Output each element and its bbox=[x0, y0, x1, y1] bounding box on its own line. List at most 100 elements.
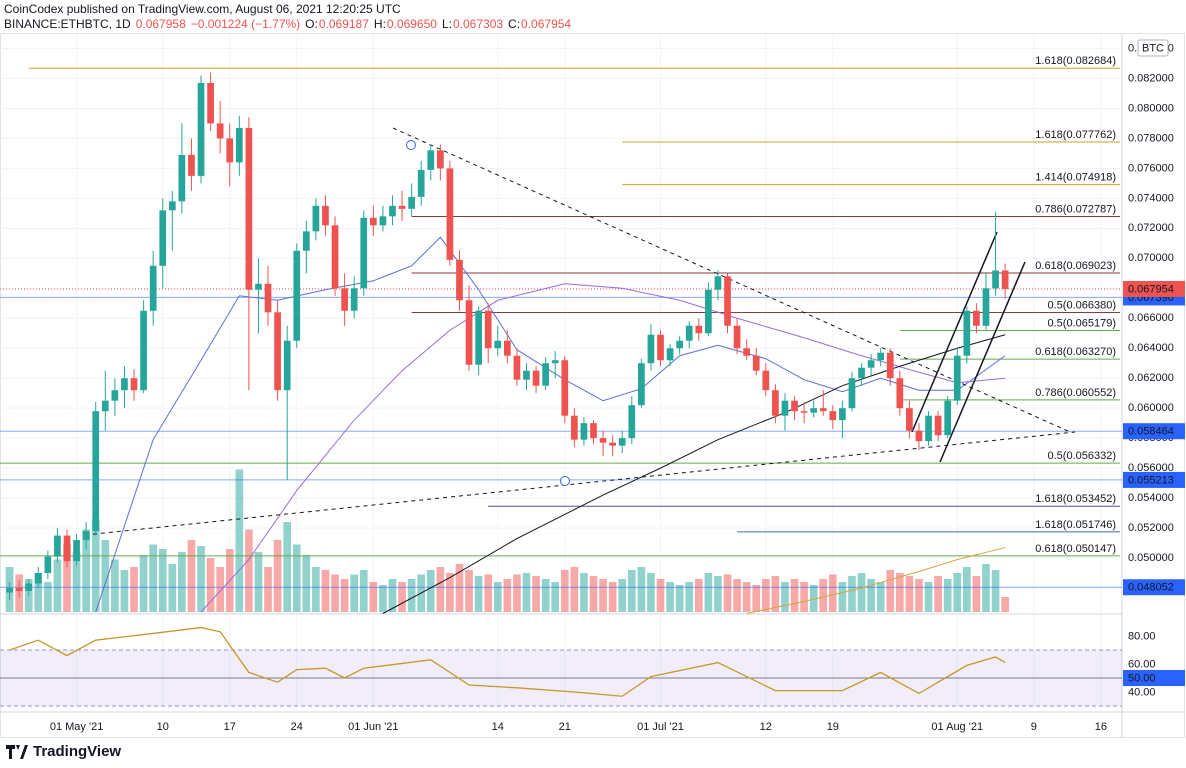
volume-bar bbox=[1001, 597, 1009, 612]
candle-body bbox=[705, 289, 712, 334]
change: −0.001224 (−1.77%) bbox=[190, 17, 301, 31]
x-tick-label: 01 Jun '21 bbox=[348, 721, 398, 733]
candle-body bbox=[398, 205, 406, 209]
rsi-tick-label: 40.00 bbox=[1128, 686, 1156, 698]
candle-body bbox=[408, 196, 415, 209]
volume-bar bbox=[608, 582, 617, 612]
candle-body bbox=[140, 310, 147, 391]
volume-bar bbox=[618, 579, 627, 612]
volume-bar bbox=[848, 576, 856, 612]
candle-body bbox=[44, 556, 52, 574]
volume-bar bbox=[953, 573, 962, 612]
candle-body bbox=[886, 352, 894, 379]
candle-body bbox=[6, 588, 13, 593]
price-tag bbox=[1123, 579, 1185, 596]
candle-body bbox=[609, 442, 616, 446]
candle-body bbox=[810, 408, 818, 413]
volume-bar bbox=[915, 579, 923, 612]
ohlc-key: L: bbox=[441, 17, 452, 31]
candle-body bbox=[781, 400, 789, 416]
price-tag-label: 0.058464 bbox=[1128, 426, 1174, 438]
candle-body bbox=[666, 348, 674, 361]
channel-line bbox=[939, 261, 1026, 463]
volume-bar bbox=[560, 570, 569, 612]
volume-bar bbox=[139, 555, 148, 612]
channel-line bbox=[911, 231, 998, 433]
symbol: BINANCE:ETHBTC, 1D bbox=[4, 17, 131, 31]
fib-label: 0.5(0.065179) bbox=[1048, 317, 1117, 329]
volume-bar bbox=[943, 579, 952, 612]
fib-label: 0.786(0.060552) bbox=[1035, 387, 1116, 399]
volume-bar bbox=[723, 574, 732, 612]
volume-bar bbox=[876, 582, 885, 612]
candle-body bbox=[762, 370, 770, 391]
candle-body bbox=[532, 370, 540, 386]
fib-label: 1.618(0.051746) bbox=[1035, 519, 1116, 531]
candle-body bbox=[906, 408, 913, 431]
ohlc-value: 0.069187 bbox=[318, 17, 369, 31]
candle-body bbox=[264, 283, 272, 313]
volume-bar bbox=[321, 570, 330, 612]
volume-bar bbox=[149, 544, 157, 612]
fib-label: 0.618(0.063270) bbox=[1035, 346, 1116, 358]
candle-body bbox=[15, 588, 23, 592]
y-tick-label: 0.074000 bbox=[1128, 192, 1174, 204]
symbol-line: BINANCE:ETHBTC, 1D 0.067958 −0.001224 (−1.… bbox=[4, 17, 581, 32]
candle-body bbox=[724, 276, 731, 326]
volume-bar bbox=[819, 579, 828, 612]
trendline bbox=[84, 431, 1076, 536]
volume-bar bbox=[905, 576, 914, 612]
volume-bar bbox=[292, 544, 301, 612]
candle-body bbox=[791, 400, 798, 412]
volume-bar bbox=[407, 579, 416, 612]
candle-body bbox=[657, 334, 664, 361]
candle-body bbox=[341, 288, 348, 311]
candle-body bbox=[896, 378, 904, 409]
volume-bar bbox=[111, 559, 119, 612]
fib-label: 1.618(0.082684) bbox=[1035, 55, 1116, 67]
volume-bar bbox=[168, 564, 177, 612]
volume-bar bbox=[493, 582, 502, 612]
volume-bar bbox=[273, 540, 282, 612]
moving-average bbox=[382, 334, 1006, 614]
volume-bar bbox=[91, 519, 100, 612]
candle-body bbox=[159, 210, 167, 266]
x-tick-label: 24 bbox=[291, 721, 303, 733]
ohlc: O:0.069187 H:0.069650 L:0.067303 C:0.067954 bbox=[305, 17, 576, 31]
volume-bar bbox=[484, 574, 493, 612]
candle-body bbox=[647, 334, 655, 364]
y-tick-label: 0.062000 bbox=[1128, 372, 1174, 384]
volume-bar bbox=[120, 570, 129, 612]
candle-body bbox=[92, 411, 100, 532]
x-tick-label: 16 bbox=[1095, 721, 1107, 733]
candle-body bbox=[302, 231, 310, 251]
currency-box bbox=[1137, 39, 1169, 57]
candle-body bbox=[436, 150, 444, 169]
volume-bar bbox=[254, 552, 263, 612]
volume-bar bbox=[551, 582, 560, 612]
volume-bar bbox=[647, 573, 655, 612]
volume-bar bbox=[934, 576, 942, 612]
fib-label: 1.618(0.077762) bbox=[1035, 129, 1116, 141]
candle-body bbox=[54, 535, 61, 557]
volume-bar bbox=[216, 567, 224, 612]
candle-body bbox=[848, 378, 856, 409]
candle-body bbox=[1001, 270, 1009, 289]
candle-body bbox=[216, 123, 224, 139]
candle-body bbox=[417, 169, 425, 197]
y-tick-label: 0.052000 bbox=[1128, 522, 1174, 534]
rsi-tick-label: 60.00 bbox=[1128, 658, 1156, 670]
candle-body bbox=[73, 540, 80, 562]
candle-body bbox=[207, 82, 214, 124]
volume-bar bbox=[541, 579, 550, 612]
x-tick-label: 14 bbox=[492, 721, 504, 733]
candle-body bbox=[571, 415, 578, 440]
currency: BTC bbox=[1142, 42, 1164, 54]
moving-average bbox=[746, 547, 1006, 614]
candle-body bbox=[542, 363, 549, 386]
rsi-tick-label: 50.00 bbox=[1128, 672, 1156, 684]
volume-bar bbox=[34, 573, 43, 612]
candle-body bbox=[168, 201, 176, 211]
volume-bar bbox=[206, 558, 215, 612]
volume-bar bbox=[675, 585, 684, 612]
